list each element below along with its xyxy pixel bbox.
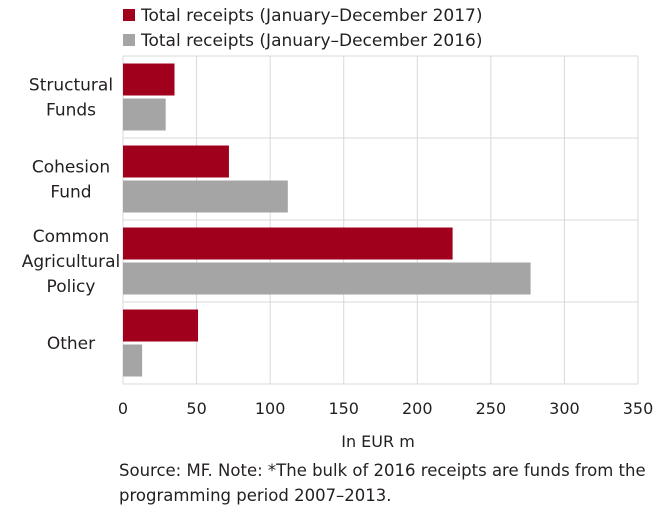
bars	[123, 63, 531, 377]
category-label-1-0: Cohesion	[32, 158, 110, 178]
tick-label-3: 150	[328, 399, 359, 418]
tick-label-7: 350	[623, 399, 654, 418]
bar-0-1	[123, 98, 166, 131]
legend-label-0: Total receipts (January–December 2017)	[140, 6, 482, 26]
legend: Total receipts (January–December 2017) To…	[123, 6, 482, 51]
legend-swatch-0	[123, 9, 135, 21]
bar-3-1	[123, 344, 143, 377]
source-note: Source: MF. Note: *The bulk of 2016 rece…	[119, 461, 646, 505]
gridlines	[122, 55, 639, 385]
tick-label-2: 100	[255, 399, 286, 418]
bar-0-0	[123, 63, 175, 96]
tick-label-0: 0	[118, 399, 128, 418]
legend-label-1: Total receipts (January–December 2016)	[140, 31, 482, 51]
tick-label-6: 300	[549, 399, 580, 418]
category-label-1-1: Fund	[50, 183, 91, 203]
tick-label-5: 250	[476, 399, 507, 418]
bar-chart: Total receipts (January–December 2017) To…	[22, 6, 654, 451]
x-axis-ticks: 0 50 100 150 200 250 300 350	[118, 399, 653, 418]
category-labels: Structural Funds Cohesion Fund Common Agricul…	[22, 76, 121, 355]
category-label-2-1: Agricultural	[22, 252, 121, 272]
category-label-2-2: Policy	[47, 277, 96, 297]
category-label-0-0: Structural	[29, 76, 113, 96]
category-label-3-0: Other	[47, 334, 95, 354]
bar-2-0	[123, 227, 453, 260]
category-label-2-0: Common	[33, 227, 110, 247]
bar-2-1	[123, 262, 531, 295]
bar-3-0	[123, 309, 199, 342]
bar-1-0	[123, 145, 229, 178]
bar-1-1	[123, 180, 288, 213]
category-label-0-1: Funds	[46, 101, 96, 121]
tick-label-4: 200	[402, 399, 433, 418]
tick-label-1: 50	[186, 399, 206, 418]
legend-swatch-1	[123, 34, 135, 46]
x-axis-title: In EUR m	[341, 432, 415, 451]
